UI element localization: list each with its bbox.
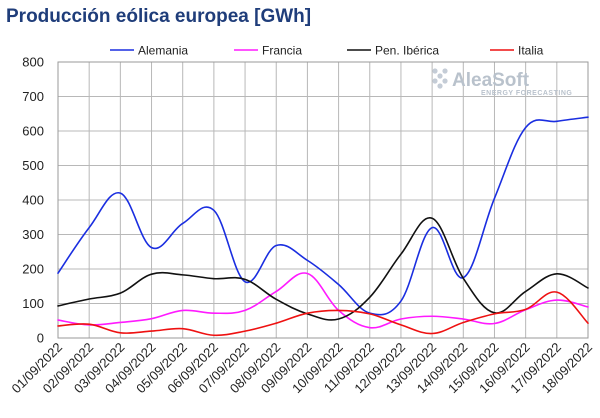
logo-dot [442, 68, 448, 74]
axes: 010020030040050060070080001/09/202202/09… [8, 55, 595, 397]
y-tick-label: 500 [22, 158, 44, 173]
legend: Alemania Francia Pen. Ibérica Italia [110, 44, 544, 58]
grid [57, 61, 589, 339]
logo-tagline: ENERGY FORECASTING [481, 90, 572, 97]
logo-dot [432, 68, 438, 74]
chart-title: Producción eólica europea [GWh] [6, 6, 312, 27]
series-line-3 [57, 291, 589, 337]
logo-name: AleaSoft [452, 70, 530, 91]
logo-dot [432, 78, 438, 84]
y-tick-label: 100 [22, 296, 44, 311]
series-line-1 [57, 272, 589, 329]
y-tick-label: 400 [22, 193, 44, 208]
y-tick-label: 0 [37, 331, 44, 346]
y-tick-label: 600 [22, 124, 44, 139]
y-tick-label: 800 [22, 55, 44, 70]
logo-dot [437, 73, 443, 79]
y-tick-label: 700 [22, 89, 44, 104]
series-lines [57, 116, 589, 337]
logo-dot [442, 78, 448, 84]
y-tick-label: 200 [22, 262, 44, 277]
legend-label: Alemania [138, 44, 188, 58]
series-line-0 [57, 116, 589, 316]
legend-label: Pen. Ibérica [375, 44, 439, 58]
y-tick-label: 300 [22, 227, 44, 242]
logo-dot [437, 83, 443, 89]
legend-label: Francia [262, 44, 302, 58]
plot-border [57, 61, 589, 339]
legend-label: Italia [518, 44, 544, 58]
